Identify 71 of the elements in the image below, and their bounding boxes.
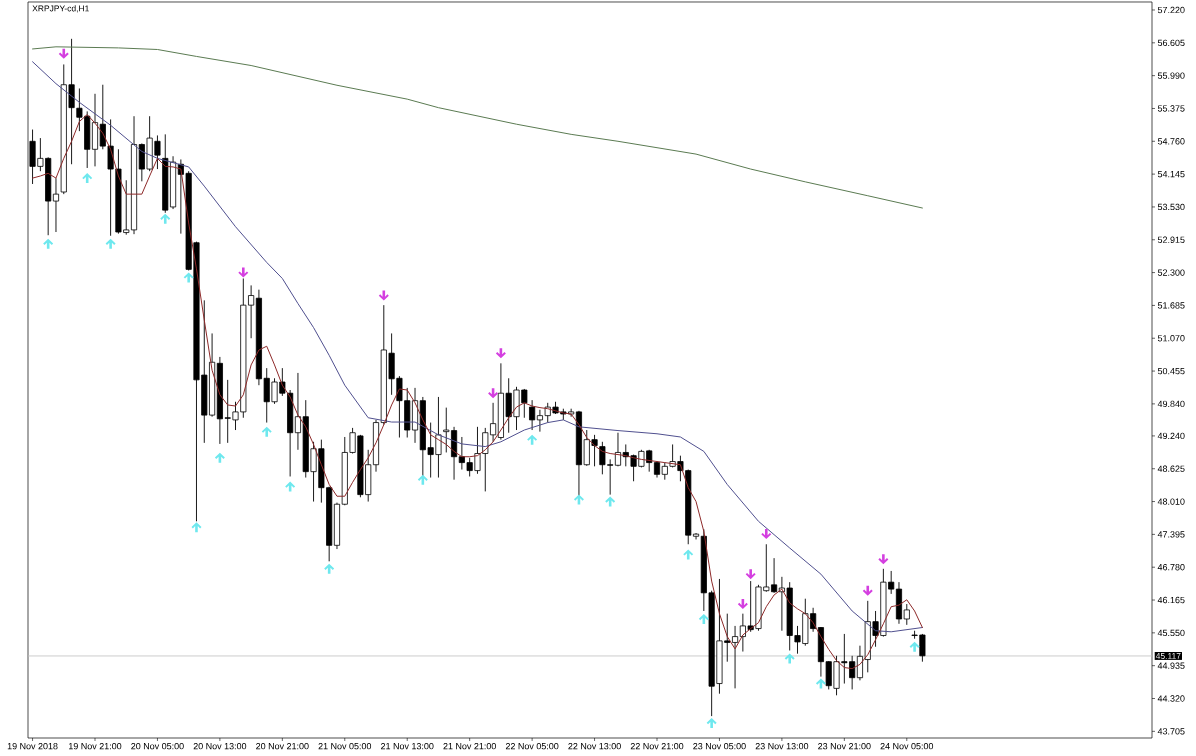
x-tick-label: 22 Nov 13:00 xyxy=(568,743,621,750)
point xyxy=(737,599,748,610)
y-tick-label: 57.220 xyxy=(1157,6,1185,14)
x-tick-label: 20 Nov 13:00 xyxy=(193,743,247,750)
y-tick-label: 46.780 xyxy=(1157,564,1185,571)
y-tick-label: 47.395 xyxy=(1157,531,1185,538)
x-tick-label: 20 Nov 21:00 xyxy=(256,743,309,750)
y-tick-label: 49.840 xyxy=(1157,400,1185,408)
y-tick-label: 48.625 xyxy=(1157,465,1185,472)
candlestick xyxy=(76,88,83,132)
y-tick-label: 55.990 xyxy=(1157,72,1185,79)
point xyxy=(495,348,506,359)
x-tick-label: 21 Nov 21:00 xyxy=(443,743,496,750)
point xyxy=(261,426,272,437)
y-tick-label: 53.530 xyxy=(1157,203,1185,211)
point xyxy=(160,213,171,224)
y-tick-label: 43.705 xyxy=(1157,728,1185,735)
point xyxy=(191,522,202,533)
candlestick xyxy=(529,399,536,431)
x-tick-label: 22 Nov 21:00 xyxy=(630,743,684,750)
point xyxy=(878,554,889,565)
x-tick-label: 22 Nov 05:00 xyxy=(505,743,559,750)
ref-line-label: 45.117 xyxy=(1155,653,1181,659)
x-tick-label: 23 Nov 13:00 xyxy=(755,743,809,750)
x-tick-label: 21 Nov 05:00 xyxy=(318,743,372,750)
y-tick-label: 48.010 xyxy=(1157,498,1185,505)
point xyxy=(683,549,694,560)
point xyxy=(324,563,335,574)
y-tick-label: 44.935 xyxy=(1157,662,1185,669)
y-tick-label: 55.375 xyxy=(1157,105,1185,112)
point xyxy=(698,613,709,624)
y-tick-label: 46.165 xyxy=(1157,596,1185,604)
point xyxy=(285,481,296,492)
candlestick xyxy=(52,177,60,233)
point xyxy=(761,529,772,540)
x-tick-label: 19 Nov 2018 xyxy=(7,743,58,750)
y-tick-label: 50.455 xyxy=(1157,367,1185,375)
y-tick-label: 51.070 xyxy=(1157,335,1185,342)
y-tick-label: 56.605 xyxy=(1157,39,1185,46)
point xyxy=(105,238,116,249)
y-tick-label: 54.760 xyxy=(1157,138,1185,145)
y-tick-label: 49.240 xyxy=(1157,432,1185,440)
point xyxy=(488,388,499,399)
point xyxy=(214,452,225,463)
point xyxy=(745,569,756,580)
point xyxy=(527,434,538,445)
point xyxy=(238,267,249,278)
y-tick-label: 45.550 xyxy=(1157,629,1185,637)
line-series xyxy=(32,46,923,209)
point xyxy=(183,272,194,283)
y-tick-label: 54.145 xyxy=(1157,170,1185,178)
y-tick-label: 51.685 xyxy=(1157,302,1185,309)
y-tick-label: 44.320 xyxy=(1157,695,1185,702)
point xyxy=(862,585,873,596)
point xyxy=(58,48,69,59)
point xyxy=(784,653,795,664)
y-tick-label: 52.300 xyxy=(1157,269,1185,276)
x-tick-label: 19 Nov 21:00 xyxy=(69,743,122,750)
point xyxy=(909,641,920,652)
x-tick-label: 23 Nov 05:00 xyxy=(693,743,746,750)
point xyxy=(706,718,717,729)
x-tick-label: 24 Nov 05:00 xyxy=(880,743,934,750)
point xyxy=(43,238,54,249)
y-tick-label: 52.915 xyxy=(1157,236,1185,243)
x-tick-label: 21 Nov 13:00 xyxy=(381,743,434,750)
point xyxy=(605,496,616,507)
chart-title: XRPJPY-cd,H1 xyxy=(32,5,89,13)
x-tick-label: 20 Nov 05:00 xyxy=(131,743,184,750)
x-tick-label: 23 Nov 21:00 xyxy=(818,743,871,750)
point xyxy=(815,678,826,689)
point xyxy=(417,474,428,485)
